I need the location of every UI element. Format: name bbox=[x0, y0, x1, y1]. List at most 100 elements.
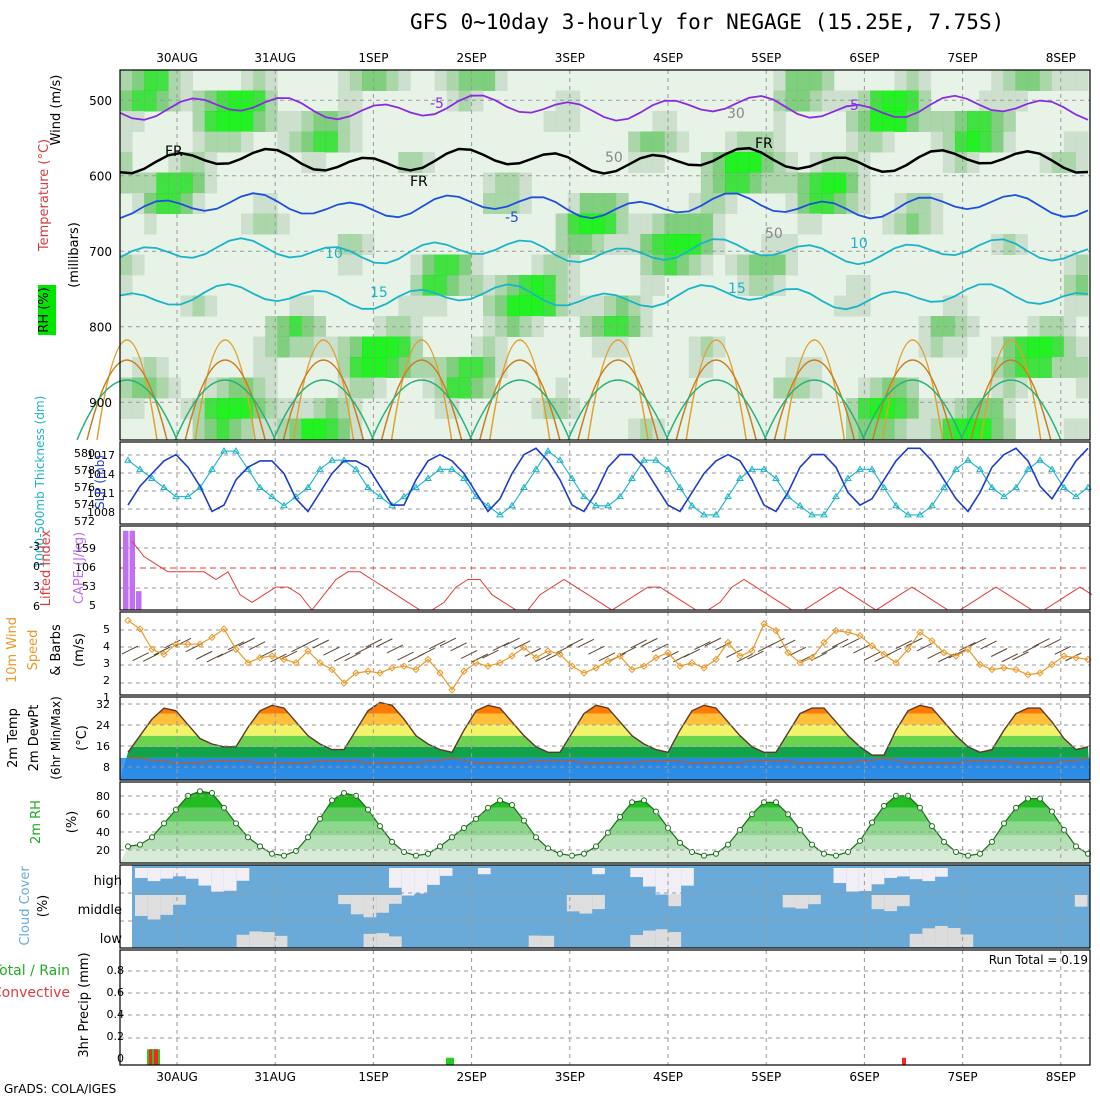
thickness-point bbox=[760, 465, 768, 472]
rh-cell bbox=[1051, 336, 1065, 358]
rh-cell bbox=[156, 90, 169, 112]
rh-cell bbox=[846, 152, 859, 173]
cloud-high-cell bbox=[681, 868, 694, 886]
rh-cell bbox=[313, 398, 327, 419]
cloud-high-cell bbox=[592, 868, 605, 875]
wind-barb bbox=[725, 649, 743, 658]
temp-tick: 16 bbox=[96, 740, 110, 753]
rh-cell bbox=[434, 295, 448, 317]
rh-cell bbox=[918, 213, 932, 235]
rh-cell bbox=[289, 111, 302, 132]
rh-cell bbox=[168, 172, 181, 194]
rh-cell bbox=[1075, 131, 1089, 153]
rh-cell bbox=[700, 234, 714, 255]
rh-cell bbox=[446, 357, 460, 378]
rh-cell bbox=[446, 70, 460, 91]
wind-barb bbox=[513, 640, 531, 650]
wind-barb bbox=[429, 640, 446, 650]
rh-cell bbox=[567, 234, 581, 255]
rh-cell bbox=[120, 254, 133, 276]
cloud-low-cell bbox=[363, 933, 377, 947]
rh-cell bbox=[773, 70, 786, 91]
rh-cell bbox=[216, 111, 230, 132]
isotherm-line bbox=[119, 94, 1089, 122]
rh-cell bbox=[640, 254, 653, 276]
rh-point bbox=[209, 790, 215, 797]
surface-isotherm bbox=[469, 379, 571, 441]
thickness-point bbox=[604, 501, 612, 509]
cloud-high-cell bbox=[173, 868, 186, 877]
wind-speed-point bbox=[280, 655, 288, 664]
wind-speed-point bbox=[820, 638, 828, 647]
thickness-point bbox=[796, 501, 804, 509]
wind-barb bbox=[778, 639, 796, 649]
rh-cell bbox=[1015, 377, 1028, 399]
rh-cell bbox=[616, 213, 629, 235]
rh-point bbox=[137, 841, 143, 848]
wind-speed-point bbox=[292, 659, 300, 667]
rh-cell bbox=[567, 90, 581, 112]
cloud-middle-cell bbox=[173, 895, 186, 905]
rh-point bbox=[617, 813, 623, 820]
rh-point bbox=[857, 837, 863, 844]
rh-point bbox=[257, 843, 263, 850]
rh-cell bbox=[422, 295, 435, 317]
wind-speed-point bbox=[1036, 669, 1044, 677]
wind-barb bbox=[535, 653, 552, 663]
thickness-point bbox=[928, 501, 936, 509]
panel-frame bbox=[119, 864, 1091, 949]
date-label-top: 8SEP bbox=[1046, 51, 1076, 65]
date-label-bottom: 8SEP bbox=[1046, 1070, 1076, 1084]
cloud-high-cell bbox=[833, 868, 847, 884]
rh-cell bbox=[216, 398, 230, 419]
rh-cell bbox=[277, 111, 290, 132]
rh-cell bbox=[761, 275, 774, 296]
wind-speed-point bbox=[796, 659, 804, 667]
wind-speed-point bbox=[940, 648, 948, 657]
date-label-top: 31AUG bbox=[254, 51, 296, 65]
wind-speed-point bbox=[556, 650, 564, 659]
rh-cell bbox=[809, 357, 823, 378]
wind-barb bbox=[354, 645, 372, 655]
date-label-bottom: 2SEP bbox=[457, 1070, 487, 1084]
rh-cell bbox=[204, 172, 218, 194]
wind-speed-point bbox=[460, 667, 468, 675]
surface-isotherm bbox=[665, 379, 767, 441]
speed-axis-label: Speed bbox=[26, 630, 41, 671]
rh-cell bbox=[967, 398, 980, 419]
cloud-low-cell bbox=[947, 928, 961, 947]
rh-cell bbox=[797, 213, 811, 235]
wind-barb bbox=[683, 648, 701, 658]
rh-cell bbox=[712, 213, 726, 235]
rh-cell bbox=[241, 90, 254, 112]
cloud-high-cell bbox=[185, 868, 199, 879]
rh-cell bbox=[567, 398, 581, 419]
thickness-point bbox=[1036, 456, 1044, 463]
rh-cell bbox=[422, 254, 435, 276]
rh-cell bbox=[495, 70, 508, 91]
rh-cell bbox=[676, 131, 690, 153]
thickness-point bbox=[808, 510, 816, 518]
surface-isotherm bbox=[282, 359, 365, 441]
rh-cell bbox=[313, 336, 327, 358]
cloud-high-cell bbox=[655, 868, 669, 895]
temp-band bbox=[120, 702, 1090, 714]
cloud-high-cell bbox=[211, 868, 224, 892]
wind-speed-point bbox=[832, 626, 840, 635]
rh-cell bbox=[1039, 152, 1053, 173]
thickness-point bbox=[1048, 465, 1056, 472]
thickness-point bbox=[856, 465, 864, 472]
rh-cell bbox=[785, 172, 798, 194]
rh-cell bbox=[809, 90, 823, 112]
contour-label: 15 bbox=[728, 281, 746, 297]
thickness-point bbox=[184, 492, 192, 500]
thickness-point bbox=[916, 510, 924, 518]
wind-speed-point bbox=[784, 648, 792, 657]
li-tick: 3 bbox=[33, 580, 40, 593]
rh-cell bbox=[688, 213, 702, 235]
wind-barb bbox=[1012, 651, 1029, 661]
rh-cell bbox=[434, 398, 448, 419]
rh-cell bbox=[918, 193, 932, 214]
cloud-middle-cell bbox=[871, 895, 885, 910]
cape-tick: 106 bbox=[75, 561, 96, 574]
